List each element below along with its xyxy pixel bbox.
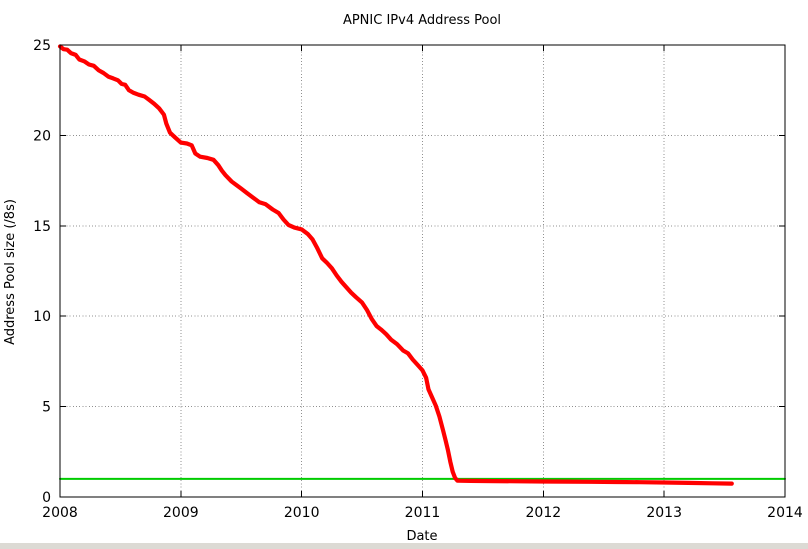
y-axis-label: Address Pool size (/8s) <box>3 199 18 345</box>
x-tick-label: 2009 <box>163 505 199 521</box>
y-tick-label: 5 <box>42 400 51 416</box>
x-tick-label: 2010 <box>284 505 320 521</box>
x-tick-label: 2014 <box>767 505 803 521</box>
x-axis-label: Date <box>406 529 437 543</box>
x-tick-label: 2013 <box>646 505 682 521</box>
plot-frame <box>59 44 786 498</box>
x-tick-label: 2012 <box>526 505 562 521</box>
series-line <box>57 44 734 486</box>
x-tick-label: 2008 <box>42 505 78 521</box>
y-tick-label: 10 <box>33 309 51 325</box>
gridlines <box>60 45 785 497</box>
horizontal-scrollbar-track[interactable] <box>0 543 808 549</box>
y-tick-label: 15 <box>33 219 51 235</box>
y-tick-label: 20 <box>33 128 51 144</box>
y-tick-label: 25 <box>33 38 51 54</box>
y-tick-label: 0 <box>42 490 51 506</box>
tick-labels: 2008 2009 2010 2011 2012 2013 2014 0 5 10 15 20 25 <box>33 38 803 521</box>
data-series <box>57 44 786 486</box>
x-tick-label: 2011 <box>405 505 441 521</box>
chart-title: APNIC IPv4 Address Pool <box>343 13 501 28</box>
